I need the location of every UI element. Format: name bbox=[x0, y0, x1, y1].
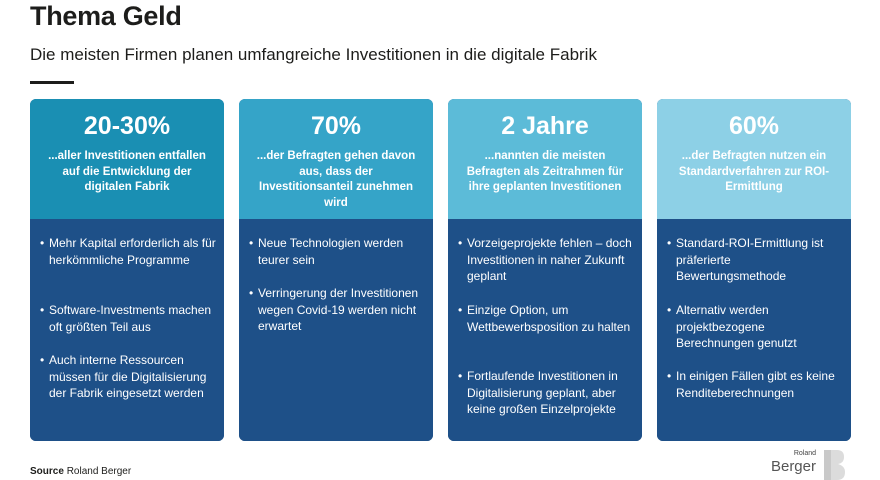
logo-text-small: Roland bbox=[793, 450, 816, 457]
card-header: 70% ...der Befragten gehen davon aus, da… bbox=[239, 99, 433, 219]
list-item: • Alternativ werden projektbezogene Berec… bbox=[667, 302, 843, 352]
list-item: • Mehr Kapital erforderlich als für herkö… bbox=[40, 235, 216, 268]
list-item-text: Mehr Kapital erforderlich als für herköm… bbox=[49, 236, 216, 267]
card-stat-description: ...der Befragten gehen davon aus, dass d… bbox=[256, 150, 416, 209]
card-investment-increase: 70% ...der Befragten gehen davon aus, da… bbox=[239, 99, 433, 441]
card-stat: 20-30% bbox=[83, 112, 171, 140]
card-body: • Vorzeigeprojekte fehlen – doch Investit… bbox=[448, 219, 642, 441]
list-item: • Einzige Option, um Wettbewerbsposition … bbox=[458, 302, 634, 335]
card-body: • Neue Technologien werden teurer sein • V… bbox=[239, 219, 433, 441]
bullet-list: • Vorzeigeprojekte fehlen – doch Investit… bbox=[448, 219, 642, 416]
bullet-icon: • bbox=[458, 369, 463, 383]
list-item: • Neue Technologien werden teurer sein bbox=[249, 235, 425, 268]
card-stat: 2 Jahre bbox=[501, 112, 589, 140]
bullet-list: • Mehr Kapital erforderlich als für herkö… bbox=[30, 219, 224, 400]
card-header: 20-30% ...aller Investitionen entfallen … bbox=[30, 99, 224, 219]
bullet-icon: • bbox=[667, 236, 672, 250]
card-stat-description: ...nannten die meisten Befragten als Zei… bbox=[466, 150, 624, 193]
card-roi-method: 60% ...der Befragten nutzen ein Standard… bbox=[657, 99, 851, 441]
bullet-icon: • bbox=[249, 286, 254, 300]
list-item-text: Standard-ROI-Ermittlung ist präferierte … bbox=[676, 236, 824, 283]
list-item-text: Alternativ werden projektbezogene Berech… bbox=[676, 303, 797, 350]
bullet-icon: • bbox=[458, 236, 463, 250]
card-stat-description: ...der Befragten nutzen ein Standardverf… bbox=[678, 150, 830, 193]
list-item-text: Einzige Option, um Wettbewerbsposition z… bbox=[467, 303, 631, 334]
list-item-text: Verringerung der Investitionen wegen Cov… bbox=[258, 286, 419, 333]
card-header: 2 Jahre ...nannten die meisten Befragten… bbox=[448, 99, 642, 219]
bullet-icon: • bbox=[249, 236, 254, 250]
source-note: Source Roland Berger bbox=[30, 466, 131, 477]
page-title: Thema Geld bbox=[30, 1, 182, 31]
list-item-text: Software-Investments machen oft größten … bbox=[49, 303, 212, 334]
bullet-icon: • bbox=[40, 353, 45, 367]
card-stat: 60% bbox=[728, 112, 780, 140]
card-stat: 70% bbox=[310, 112, 362, 140]
bullet-icon: • bbox=[667, 303, 672, 317]
list-item: • Auch interne Ressourcen müssen für die … bbox=[40, 352, 216, 402]
list-item: • Vorzeigeprojekte fehlen – doch Investit… bbox=[458, 235, 634, 285]
list-item: • Standard-ROI-Ermittlung ist präferierte… bbox=[667, 235, 843, 285]
card-body: • Standard-ROI-Ermittlung ist präferierte… bbox=[657, 219, 851, 441]
bullet-icon: • bbox=[40, 303, 45, 317]
bullet-icon: • bbox=[667, 369, 672, 383]
title-divider bbox=[30, 81, 74, 84]
card-timeframe: 2 Jahre ...nannten die meisten Befragten… bbox=[448, 99, 642, 441]
source-text: Roland Berger bbox=[66, 466, 132, 477]
bullet-icon: • bbox=[40, 236, 45, 250]
source-label: Source bbox=[30, 466, 64, 477]
list-item-text: Fortlaufende Investitionen in Digitalisi… bbox=[467, 369, 618, 416]
card-body: • Mehr Kapital erforderlich als für herkö… bbox=[30, 219, 224, 441]
logo-mark-icon bbox=[824, 450, 845, 480]
list-item-text: Vorzeigeprojekte fehlen – doch Investiti… bbox=[467, 236, 632, 283]
cards-container: 20-30% ...aller Investitionen entfallen … bbox=[30, 99, 852, 441]
list-item: • Verringerung der Investitionen wegen Co… bbox=[249, 285, 425, 335]
card-header: 60% ...der Befragten nutzen ein Standard… bbox=[657, 99, 851, 219]
bullet-icon: • bbox=[458, 303, 463, 317]
list-item: • Fortlaufende Investitionen in Digitalis… bbox=[458, 368, 634, 418]
list-item-text: In einigen Fällen gibt es keine Renditeb… bbox=[676, 369, 835, 400]
list-item: • In einigen Fällen gibt es keine Rendite… bbox=[667, 368, 843, 401]
list-item: • Software-Investments machen oft größten… bbox=[40, 302, 216, 335]
card-stat-description: ...aller Investitionen entfallen auf die… bbox=[48, 150, 206, 193]
bullet-list: • Standard-ROI-Ermittlung ist präferierte… bbox=[657, 219, 851, 400]
bullet-list: • Neue Technologien werden teurer sein • V… bbox=[239, 219, 433, 333]
list-item-text: Auch interne Ressourcen müssen für die D… bbox=[49, 353, 207, 400]
card-investment-share: 20-30% ...aller Investitionen entfallen … bbox=[30, 99, 224, 441]
roland-berger-logo: Roland Berger bbox=[756, 450, 846, 480]
logo-text-big: Berger bbox=[770, 458, 816, 475]
page-subtitle: Die meisten Firmen planen umfangreiche I… bbox=[30, 45, 597, 64]
list-item-text: Neue Technologien werden teurer sein bbox=[258, 236, 404, 267]
